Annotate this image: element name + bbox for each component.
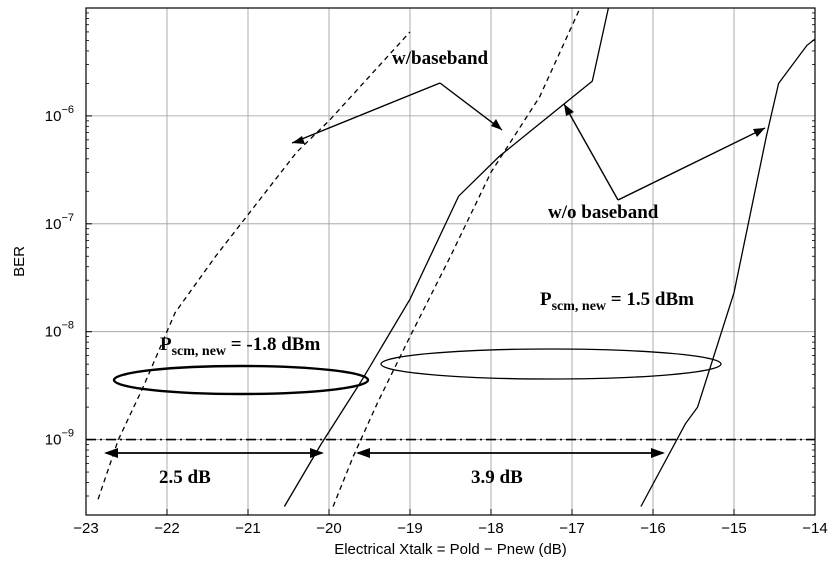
x-ticks: −23 −22 −21 −20 −19 −18 −17 −16 −15 −14: [73, 509, 828, 537]
label-pscm-right: Pscm, new = 1.5 dBm: [540, 289, 694, 314]
arrow-wo-baseband-right: [617, 127, 766, 201]
x-tick-label: −21: [235, 520, 260, 537]
series-line-1: [97, 31, 411, 500]
ellipse-left: [112, 364, 370, 396]
annotations: w/baseband w/o baseband Pscm, new = -1.8…: [104, 48, 766, 488]
label-w-baseband: w/baseband: [392, 48, 489, 69]
arrowhead-wo-baseband-left: [564, 104, 574, 116]
arrow-w-baseband-left: [291, 82, 441, 144]
x-tick-label: −23: [73, 520, 98, 537]
series-line-3: [332, 8, 581, 507]
x-tick-label: −15: [721, 520, 746, 537]
arrowhead-wo-baseband-right: [753, 128, 765, 137]
x-axis-title: Electrical Xtalk = Pold − Pnew (dB): [334, 541, 567, 558]
x-tick-label: −16: [640, 520, 665, 537]
arrowhead-w-baseband-left: [292, 136, 305, 144]
series-group: [97, 8, 815, 507]
delta-arrowhead-right-a: [356, 448, 370, 458]
arrow-wo-baseband-left: [563, 103, 619, 201]
ellipse-right: [380, 348, 722, 380]
label-pscm-left: Pscm, new = -1.8 dBm: [160, 334, 320, 359]
y-tick-label: 10−6: [45, 104, 74, 125]
y-tick-label: 10−9: [45, 428, 74, 449]
x-tick-label: −20: [316, 520, 341, 537]
x-tick-label: −22: [154, 520, 179, 537]
x-tick-label: −14: [802, 520, 827, 537]
label-delta-right: 3.9 dB: [471, 467, 523, 488]
label-wo-baseband: w/o baseband: [548, 202, 659, 223]
series-line-2: [283, 8, 610, 507]
y-axis-title: BER: [11, 246, 28, 277]
y-tick-label: 10−8: [45, 320, 74, 341]
y-tick-label: 10−7: [45, 212, 74, 233]
delta-arrowhead-left-a: [104, 448, 118, 458]
arrow-w-baseband-right: [439, 82, 503, 131]
x-tick-label: −17: [559, 520, 584, 537]
plot-frame: [85, 7, 816, 516]
label-delta-left: 2.5 dB: [159, 467, 211, 488]
x-tick-label: −18: [478, 520, 503, 537]
arrowhead-w-baseband-right: [491, 119, 502, 130]
delta-arrowhead-right-b: [651, 448, 665, 458]
delta-arrowhead-left-b: [310, 448, 324, 458]
series-line-4: [640, 38, 815, 507]
x-tick-label: −19: [397, 520, 422, 537]
